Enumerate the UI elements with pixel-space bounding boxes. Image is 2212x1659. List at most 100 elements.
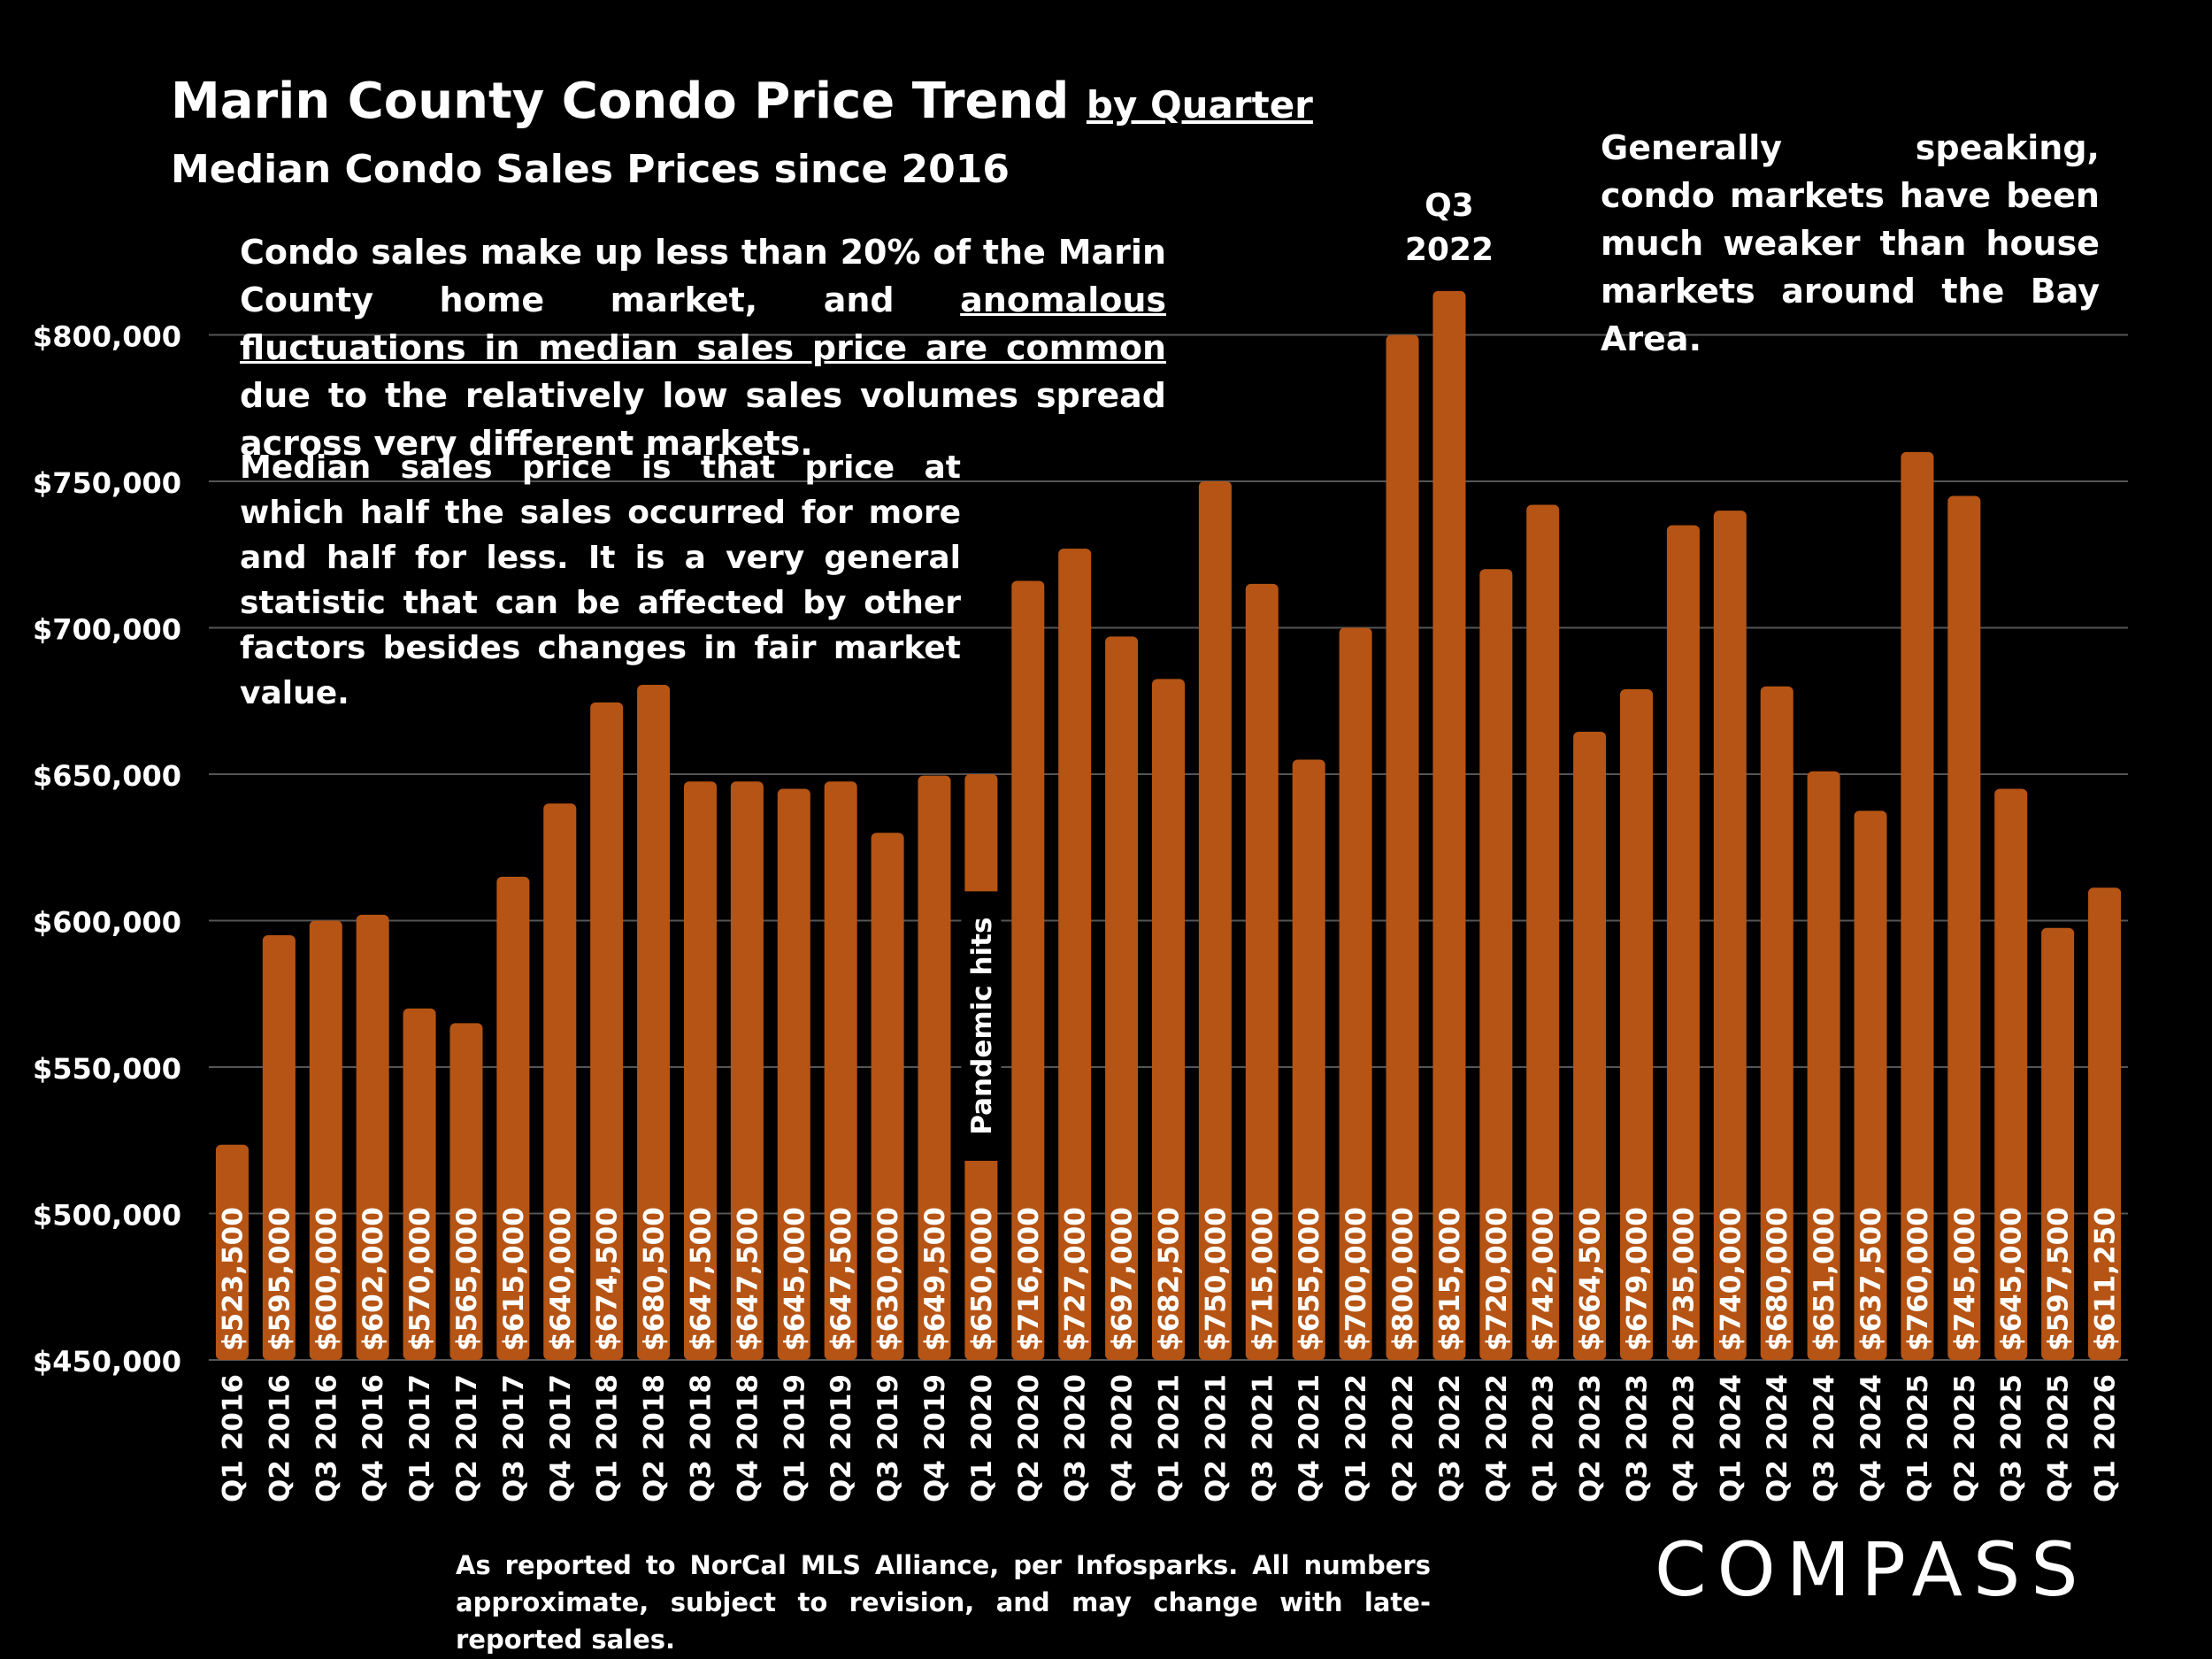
x-tick-label: Q4 2020 (1107, 1374, 1139, 1502)
bar-value-label: $650,000 (966, 1207, 998, 1351)
bar-value-label: $682,500 (1154, 1207, 1186, 1351)
bar (1245, 583, 1279, 1360)
bar (1432, 290, 1466, 1361)
bar-value-label: $655,000 (1294, 1207, 1325, 1351)
x-tick-label: Q4 2017 (545, 1374, 577, 1502)
bar (1151, 679, 1186, 1360)
x-tick-label: Q4 2021 (1294, 1374, 1325, 1502)
bar-value-label: $740,000 (1715, 1207, 1747, 1351)
y-tick-label: $600,000 (33, 906, 181, 940)
x-tick-label: Q1 2016 (217, 1374, 249, 1502)
y-tick-label: $550,000 (33, 1052, 181, 1086)
bar (1666, 525, 1700, 1360)
bar-value-label: $651,000 (1809, 1207, 1840, 1351)
x-tick-label: Q4 2023 (1668, 1374, 1700, 1502)
y-tick-label: $450,000 (33, 1345, 181, 1379)
bar-value-label: $674,500 (592, 1207, 624, 1351)
note1-part-b: due to the relatively low sales volumes … (240, 376, 1166, 463)
bar-value-label: $800,000 (1387, 1207, 1419, 1351)
x-tick-label: Q3 2022 (1434, 1374, 1466, 1502)
bar (543, 803, 577, 1360)
x-tick-label: Q4 2024 (1855, 1374, 1887, 1502)
x-tick-label: Q2 2021 (1200, 1374, 1232, 1502)
x-tick-label: Q1 2020 (966, 1374, 998, 1502)
bar-value-label: $750,000 (1200, 1207, 1232, 1351)
x-tick-label: Q1 2025 (1902, 1374, 1934, 1502)
x-tick-label: Q3 2019 (872, 1374, 904, 1502)
bar-value-label: $815,000 (1434, 1207, 1466, 1351)
x-tick-label: Q1 2019 (779, 1374, 810, 1502)
annotation-pandemic-hits: Pandemic hits (966, 918, 998, 1135)
bar (215, 1144, 249, 1360)
x-tick-label: Q4 2018 (732, 1374, 764, 1502)
bar-value-label: $600,000 (311, 1207, 342, 1351)
x-tick-label: Q3 2020 (1060, 1374, 1092, 1502)
bar (1011, 580, 1045, 1360)
page-subtitle: Median Condo Sales Prices since 2016 (171, 147, 1010, 192)
bar (403, 1008, 436, 1360)
y-tick-label: $800,000 (33, 320, 181, 354)
bar (918, 775, 951, 1360)
annotation-peak-quarter: Q3 (1425, 188, 1474, 224)
bar (1105, 636, 1139, 1360)
x-tick-label: Q1 2017 (404, 1374, 436, 1502)
bar-value-label: $720,000 (1481, 1207, 1513, 1351)
bar-value-label: $735,000 (1668, 1207, 1700, 1351)
bar (824, 781, 857, 1360)
bar (1901, 451, 1934, 1360)
bar-value-label: $611,250 (2090, 1207, 2122, 1351)
bar-value-label: $697,000 (1107, 1207, 1139, 1351)
bar (1807, 771, 1840, 1360)
annotation-peak-year: 2022 (1405, 232, 1494, 268)
x-tick-label: Q3 2017 (498, 1374, 530, 1502)
bar (683, 781, 717, 1360)
bar-value-label: $715,000 (1247, 1207, 1279, 1351)
bar (309, 920, 342, 1360)
bar-value-label: $745,000 (1949, 1207, 1981, 1351)
x-tick-label: Q2 2018 (639, 1374, 671, 1502)
bar-value-label: $664,500 (1575, 1207, 1607, 1351)
bar (1292, 759, 1325, 1360)
bar (2088, 887, 2122, 1360)
bar-value-label: $680,000 (1762, 1207, 1793, 1351)
bar-value-label: $565,000 (451, 1207, 483, 1351)
bar (1573, 732, 1607, 1360)
annotation-box (961, 891, 1002, 1161)
bar (1760, 686, 1793, 1360)
bar-value-label: $679,000 (1622, 1207, 1654, 1351)
bar (590, 702, 624, 1360)
bar (1339, 627, 1372, 1360)
bar-value-label: $742,000 (1528, 1207, 1560, 1351)
bar (637, 685, 671, 1360)
x-tick-label: Q2 2022 (1387, 1374, 1419, 1502)
bar-value-label: $645,000 (1996, 1207, 2028, 1351)
bar (1854, 810, 1887, 1360)
x-tick-label: Q1 2026 (2090, 1374, 2122, 1502)
source-footnote: As reported to NorCal MLS Alliance, per … (456, 1550, 1431, 1655)
x-tick-label: Q2 2024 (1762, 1374, 1793, 1502)
y-tick-label: $750,000 (33, 466, 181, 500)
x-tick-label: Q4 2016 (357, 1374, 389, 1502)
x-tick-label: Q3 2023 (1622, 1374, 1654, 1502)
bar (871, 833, 904, 1360)
x-tick-label: Q2 2017 (451, 1374, 483, 1502)
compass-logo: COMPASS (1655, 1526, 2089, 1613)
x-tick-label: Q1 2021 (1154, 1374, 1186, 1502)
x-tick-label: Q2 2016 (264, 1374, 296, 1502)
bar (1198, 481, 1232, 1360)
y-tick-label: $650,000 (33, 759, 181, 793)
title-main: Marin County Condo Price Trend (171, 73, 1070, 130)
x-tick-label: Q3 2024 (1809, 1374, 1840, 1502)
bar-value-label: $647,500 (732, 1207, 764, 1351)
title-suffix: by Quarter (1086, 83, 1313, 127)
note-bay-area: Generally speaking, condo markets have b… (1601, 128, 2100, 358)
x-tick-label: Q4 2022 (1481, 1374, 1513, 1502)
bar (1058, 549, 1092, 1360)
x-tick-label: Q2 2019 (826, 1374, 857, 1502)
x-tick-label: Q2 2025 (1949, 1374, 1981, 1502)
bar-value-label: $637,500 (1855, 1207, 1887, 1351)
bar-value-label: $640,000 (545, 1207, 577, 1351)
x-tick-label: Q4 2019 (919, 1374, 951, 1502)
y-tick-label: $700,000 (33, 613, 181, 647)
